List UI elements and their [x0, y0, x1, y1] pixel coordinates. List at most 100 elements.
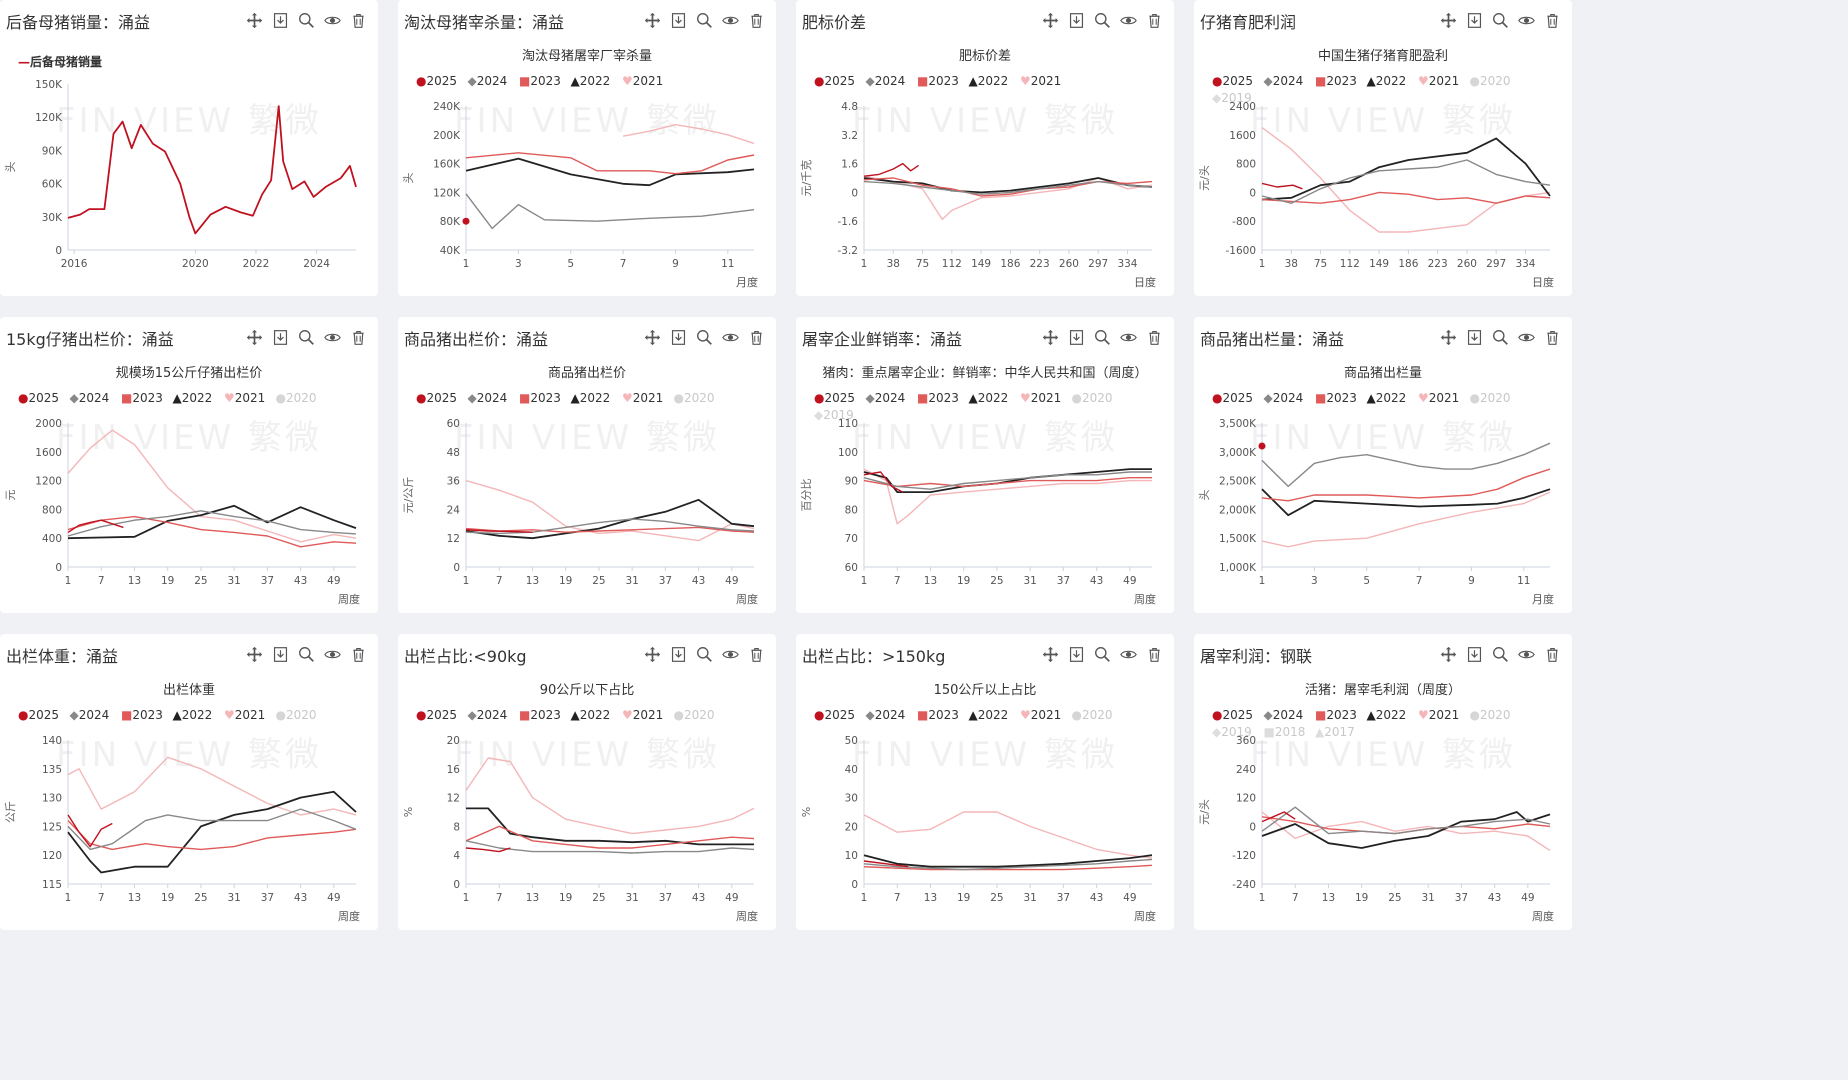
- trash-icon[interactable]: [1542, 10, 1562, 30]
- zoom-icon[interactable]: [694, 327, 714, 347]
- card-title: 商品猪出栏量：涌益: [1200, 330, 1345, 349]
- download-icon[interactable]: [270, 327, 290, 347]
- legend-marker: ●: [1072, 391, 1082, 405]
- trash-icon[interactable]: [348, 644, 368, 664]
- trash-icon[interactable]: [746, 327, 766, 347]
- legend-marker: ▲: [571, 708, 581, 722]
- download-icon[interactable]: [270, 644, 290, 664]
- move-icon[interactable]: [1438, 10, 1458, 30]
- move-icon[interactable]: [1040, 10, 1060, 30]
- x-tick-label: 49: [327, 892, 340, 904]
- download-icon[interactable]: [1464, 644, 1484, 664]
- download-icon[interactable]: [1066, 644, 1086, 664]
- eye-icon[interactable]: [322, 327, 342, 347]
- legend-item: ◆2024: [468, 74, 508, 88]
- legend-marker: ◆: [814, 408, 824, 422]
- y-tick-label: 1,500K: [1219, 533, 1257, 545]
- trash-icon[interactable]: [746, 10, 766, 30]
- legend-marker: ♥: [1020, 708, 1031, 722]
- move-icon[interactable]: [1438, 327, 1458, 347]
- eye-icon[interactable]: [720, 10, 740, 30]
- eye-icon[interactable]: [1516, 327, 1536, 347]
- download-icon[interactable]: [1464, 327, 1484, 347]
- card-header: 商品猪出栏量：涌益: [1194, 317, 1572, 357]
- trash-icon[interactable]: [1542, 644, 1562, 664]
- eye-icon[interactable]: [1118, 644, 1138, 664]
- download-icon[interactable]: [1066, 10, 1086, 30]
- move-icon[interactable]: [244, 10, 264, 30]
- zoom-icon[interactable]: [1092, 327, 1112, 347]
- y-tick-label: 16: [447, 764, 461, 776]
- trash-icon[interactable]: [1542, 327, 1562, 347]
- eye-icon[interactable]: [322, 10, 342, 30]
- zoom-icon[interactable]: [1490, 644, 1510, 664]
- move-icon[interactable]: [642, 327, 662, 347]
- move-icon[interactable]: [642, 644, 662, 664]
- chart-title: 90公斤以下占比: [540, 683, 635, 698]
- zoom-icon[interactable]: [1490, 10, 1510, 30]
- eye-icon[interactable]: [1118, 10, 1138, 30]
- zoom-icon[interactable]: [296, 644, 316, 664]
- eye-icon[interactable]: [1118, 327, 1138, 347]
- move-icon[interactable]: [244, 327, 264, 347]
- x-tick-label: 1: [1259, 575, 1266, 587]
- zoom-icon[interactable]: [694, 10, 714, 30]
- download-icon[interactable]: [668, 644, 688, 664]
- x-tick-label: 223: [1428, 258, 1448, 270]
- legend-marker: ◆: [1264, 74, 1274, 88]
- trash-icon[interactable]: [348, 10, 368, 30]
- legend-item: ●2020: [276, 708, 317, 722]
- download-icon[interactable]: [270, 10, 290, 30]
- legend-marker: ♥: [1418, 708, 1429, 722]
- trash-icon[interactable]: [348, 327, 368, 347]
- download-icon[interactable]: [668, 327, 688, 347]
- y-tick-label: 90K: [42, 145, 63, 157]
- x-tick-label: 43: [1090, 575, 1103, 587]
- zoom-icon[interactable]: [296, 10, 316, 30]
- x-tick-label: 2016: [61, 258, 88, 270]
- x-tick-label: 49: [1123, 892, 1136, 904]
- legend-label: 2022: [978, 74, 1009, 88]
- legend-marker: ●: [18, 708, 28, 722]
- y-tick-label: 120: [42, 850, 62, 862]
- zoom-icon[interactable]: [296, 327, 316, 347]
- legend-label: 2025: [824, 391, 855, 405]
- zoom-icon[interactable]: [1092, 644, 1112, 664]
- move-icon[interactable]: [1040, 327, 1060, 347]
- eye-icon[interactable]: [322, 644, 342, 664]
- trash-icon[interactable]: [1144, 327, 1164, 347]
- x-tick-label: 1: [1259, 892, 1266, 904]
- trash-icon[interactable]: [1144, 644, 1164, 664]
- y-tick-label: 135: [42, 764, 62, 776]
- zoom-icon[interactable]: [694, 644, 714, 664]
- eye-icon[interactable]: [1516, 10, 1536, 30]
- move-icon[interactable]: [244, 644, 264, 664]
- legend-item: ▲2022: [969, 74, 1009, 88]
- move-icon[interactable]: [642, 10, 662, 30]
- trash-icon[interactable]: [746, 644, 766, 664]
- legend-label: 2020: [1082, 708, 1113, 722]
- download-icon[interactable]: [668, 10, 688, 30]
- x-tick-label: 43: [1488, 892, 1501, 904]
- y-tick-label: 36: [447, 476, 461, 488]
- series-line-2023: [67, 820, 357, 851]
- legend-label: 2023: [530, 391, 561, 405]
- x-tick-label: 25: [990, 575, 1003, 587]
- zoom-icon[interactable]: [1490, 327, 1510, 347]
- legend-marker: ■: [917, 391, 928, 405]
- eye-icon[interactable]: [1516, 644, 1536, 664]
- download-icon[interactable]: [1066, 327, 1086, 347]
- x-axis-label: 周度: [338, 909, 360, 923]
- eye-icon[interactable]: [720, 644, 740, 664]
- eye-icon[interactable]: [720, 327, 740, 347]
- card-header: 出栏占比:<90kg: [398, 634, 776, 674]
- move-icon[interactable]: [1040, 644, 1060, 664]
- move-icon[interactable]: [1438, 644, 1458, 664]
- legend-marker: ■: [519, 74, 530, 88]
- x-tick-label: 297: [1088, 258, 1108, 270]
- download-icon[interactable]: [1464, 10, 1484, 30]
- x-tick-label: 2022: [243, 258, 270, 270]
- trash-icon[interactable]: [1144, 10, 1164, 30]
- zoom-icon[interactable]: [1092, 10, 1112, 30]
- y-tick-label: 90: [845, 476, 858, 488]
